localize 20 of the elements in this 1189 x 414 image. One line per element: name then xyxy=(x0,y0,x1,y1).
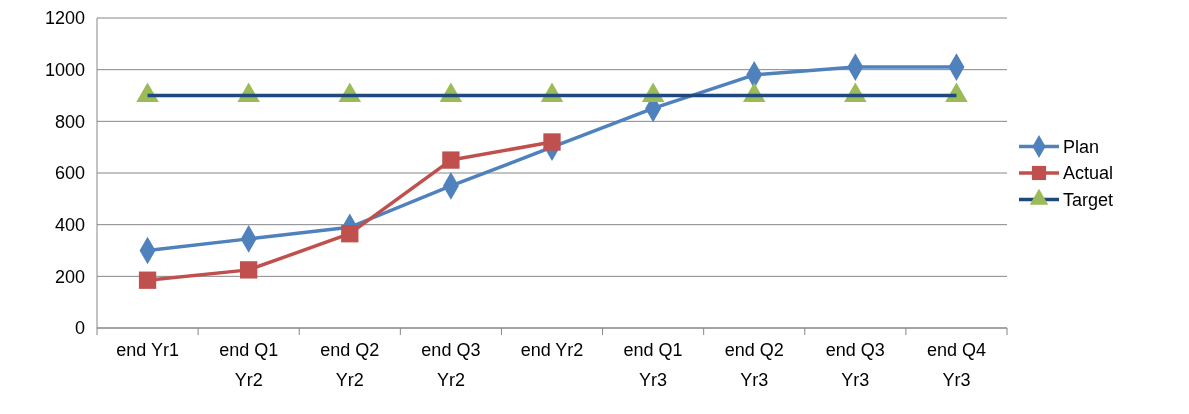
y-tick-label: 200 xyxy=(54,266,85,287)
x-tick-label: end Q4 Yr3 xyxy=(926,340,986,390)
x-tick-label: end Q2 Yr3 xyxy=(724,340,784,390)
x-tick-label: end Q1 Yr2 xyxy=(219,340,279,390)
y-tick-label: 1000 xyxy=(44,59,85,80)
x-tick-label: end Q3 Yr3 xyxy=(825,340,885,390)
x-tick-label: end Q3 Yr2 xyxy=(421,340,481,390)
y-tick-label: 400 xyxy=(54,214,85,235)
x-tick-label: end Q1 Yr3 xyxy=(623,340,683,390)
y-tick-label: 1200 xyxy=(44,8,85,29)
y-tick-label: 800 xyxy=(54,111,85,132)
x-tick-label: end Q2 Yr2 xyxy=(320,340,380,390)
legend-label: Target xyxy=(1063,189,1114,210)
point xyxy=(543,133,561,151)
x-tick-label: end Yr2 xyxy=(520,340,584,360)
y-tick-label: 600 xyxy=(54,163,85,184)
legend-label: Actual xyxy=(1063,163,1114,184)
legend-label: Plan xyxy=(1063,136,1100,157)
x-tick-label: end Yr1 xyxy=(116,340,179,360)
y-tick-label: 0 xyxy=(74,318,85,339)
